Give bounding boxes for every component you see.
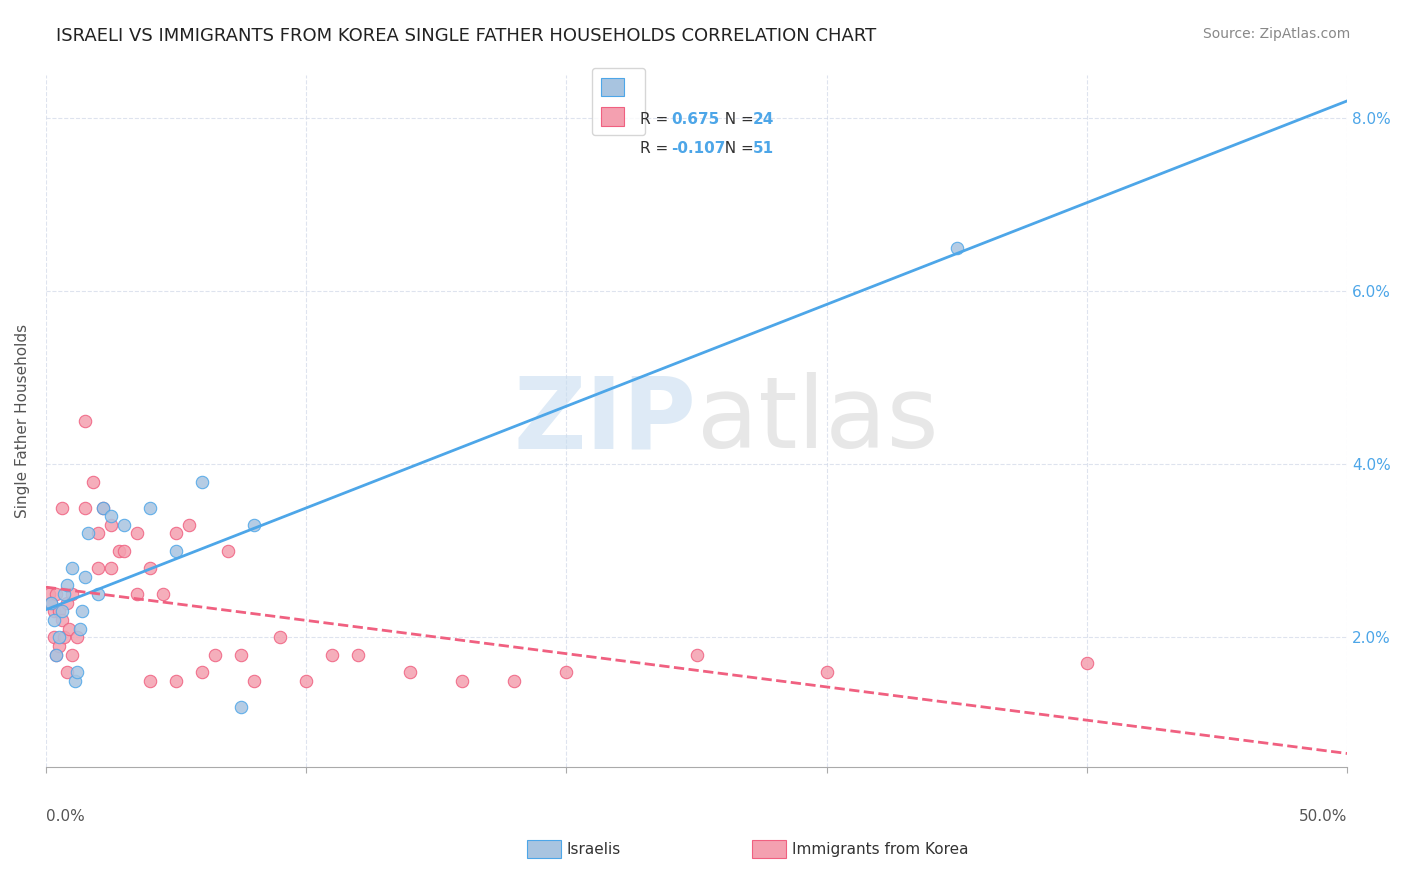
Point — [125, 587, 148, 601]
Point — [73, 570, 96, 584]
Text: R =: R = — [640, 141, 673, 156]
Point — [179, 517, 201, 532]
Point — [243, 517, 266, 532]
Point — [60, 648, 83, 662]
Legend: , : , — [592, 69, 645, 135]
Point — [45, 648, 67, 662]
Point — [815, 665, 838, 679]
Point — [66, 631, 89, 645]
Point — [39, 596, 62, 610]
Point — [152, 587, 174, 601]
Point — [38, 587, 60, 601]
Point — [87, 526, 110, 541]
Point — [53, 631, 76, 645]
Point — [139, 500, 162, 515]
Point — [191, 475, 214, 489]
Point — [217, 544, 239, 558]
Text: ZIP: ZIP — [513, 373, 696, 469]
Y-axis label: Single Father Households: Single Father Households — [15, 324, 30, 518]
Text: R =: R = — [640, 112, 673, 127]
Point — [231, 699, 253, 714]
Point — [42, 631, 65, 645]
Point — [39, 596, 62, 610]
Point — [295, 673, 318, 688]
Point — [56, 665, 79, 679]
Point — [51, 613, 73, 627]
Point — [60, 587, 83, 601]
Point — [165, 544, 187, 558]
Point — [56, 578, 79, 592]
Point — [191, 665, 214, 679]
Text: 51: 51 — [752, 141, 773, 156]
Point — [112, 544, 135, 558]
Point — [503, 673, 526, 688]
Point — [48, 631, 70, 645]
Text: 50.0%: 50.0% — [1299, 809, 1347, 824]
Text: -0.107: -0.107 — [671, 141, 725, 156]
Point — [100, 561, 122, 575]
Point — [269, 631, 291, 645]
Text: ISRAELI VS IMMIGRANTS FROM KOREA SINGLE FATHER HOUSEHOLDS CORRELATION CHART: ISRAELI VS IMMIGRANTS FROM KOREA SINGLE … — [56, 27, 876, 45]
Point — [100, 517, 122, 532]
Point — [53, 587, 76, 601]
Point — [82, 475, 104, 489]
Point — [204, 648, 226, 662]
Point — [87, 587, 110, 601]
Point — [87, 561, 110, 575]
Point — [451, 673, 474, 688]
Point — [76, 526, 98, 541]
Point — [139, 673, 162, 688]
Point — [42, 613, 65, 627]
Point — [73, 414, 96, 428]
Point — [72, 604, 94, 618]
Point — [399, 665, 422, 679]
Text: Israelis: Israelis — [567, 842, 621, 856]
Text: atlas: atlas — [696, 373, 938, 469]
Point — [48, 639, 70, 653]
Text: N =: N = — [714, 141, 758, 156]
Text: Source: ZipAtlas.com: Source: ZipAtlas.com — [1202, 27, 1350, 41]
Text: Immigrants from Korea: Immigrants from Korea — [792, 842, 969, 856]
Point — [321, 648, 343, 662]
Point — [60, 561, 83, 575]
Point — [243, 673, 266, 688]
Point — [231, 648, 253, 662]
Point — [112, 517, 135, 532]
Text: 0.0%: 0.0% — [46, 809, 84, 824]
Text: N =: N = — [714, 112, 758, 127]
Point — [139, 561, 162, 575]
Point — [45, 587, 67, 601]
Point — [125, 526, 148, 541]
Point — [73, 500, 96, 515]
Point — [51, 604, 73, 618]
Point — [946, 241, 969, 255]
Point — [91, 500, 114, 515]
Point — [66, 665, 89, 679]
Point — [100, 509, 122, 524]
Point — [1076, 657, 1098, 671]
Point — [555, 665, 578, 679]
Point — [56, 596, 79, 610]
Point — [42, 604, 65, 618]
Point — [45, 648, 67, 662]
Point — [108, 544, 131, 558]
Point — [63, 673, 86, 688]
Point — [165, 526, 187, 541]
Point — [685, 648, 707, 662]
Point — [165, 673, 187, 688]
Point — [51, 500, 73, 515]
Text: 0.675: 0.675 — [671, 112, 720, 127]
Point — [347, 648, 370, 662]
Text: 24: 24 — [752, 112, 775, 127]
Point — [91, 500, 114, 515]
Point — [58, 622, 80, 636]
Point — [69, 622, 91, 636]
Point — [48, 604, 70, 618]
